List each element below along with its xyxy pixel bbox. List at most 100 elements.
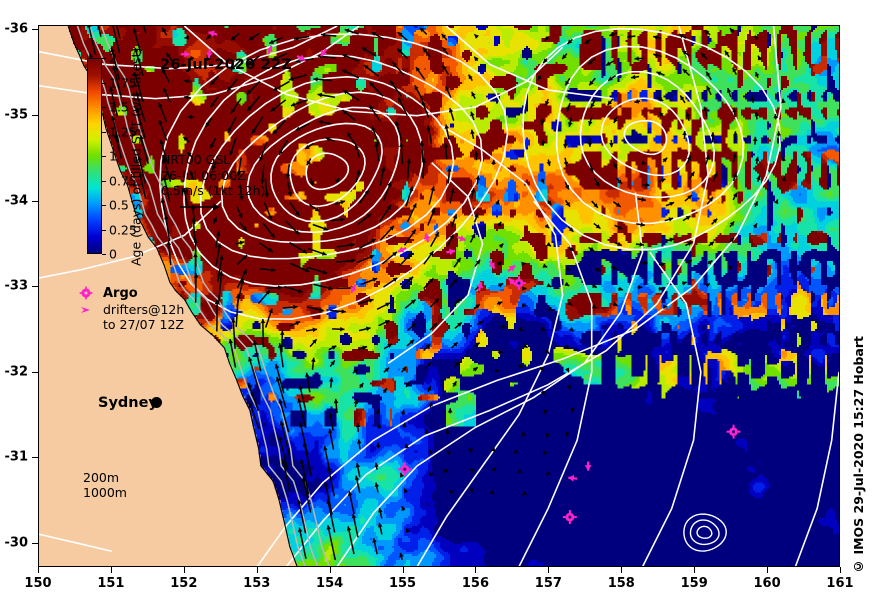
velocity-vector-head xyxy=(363,65,369,70)
x-axis-tick xyxy=(256,567,258,573)
velocity-vector-head xyxy=(781,156,786,162)
y-axis-label: -36 xyxy=(4,21,29,37)
velocity-vector-head xyxy=(387,181,392,187)
velocity-vector-head xyxy=(231,35,236,41)
velocity-vector-head xyxy=(318,119,323,125)
velocity-vector-head xyxy=(729,221,735,227)
ssh-contour xyxy=(387,162,484,365)
ssh-contour xyxy=(445,26,614,100)
velocity-vector-head xyxy=(752,223,757,229)
velocity-vector-head xyxy=(453,342,458,347)
velocity-vector-head xyxy=(564,184,569,190)
ssh-contour xyxy=(199,75,455,260)
drifter-arrow-head xyxy=(397,246,405,253)
ssh-contour xyxy=(689,519,720,546)
velocity-vector-head xyxy=(158,119,163,125)
ssh-contour xyxy=(39,200,222,279)
velocity-vector xyxy=(111,115,120,143)
velocity-vector-head xyxy=(540,120,545,126)
velocity-vector-head xyxy=(372,277,378,282)
velocity-vector-head xyxy=(353,399,359,404)
velocity-vector xyxy=(217,255,223,282)
velocity-vector-head xyxy=(386,205,392,210)
velocity-vector-head xyxy=(605,61,611,66)
sst-age-field-wrapper xyxy=(39,26,839,566)
map-plot-area[interactable]: 2 1.75 1.5 1.25 1 0.75 0.5 0.25 0 Age (days) of … xyxy=(38,25,840,567)
velocity-vector xyxy=(134,47,144,77)
velocity-vector-head xyxy=(321,251,327,256)
velocity-vector-head xyxy=(410,299,416,305)
velocity-vector-head xyxy=(277,343,283,348)
velocity-vector-head xyxy=(398,97,403,103)
velocity-vector-head xyxy=(355,463,361,468)
velocity-vector-head xyxy=(640,222,645,227)
velocity-vector-head xyxy=(311,357,316,363)
velocity-vector-head xyxy=(279,330,285,335)
x-axis-tick xyxy=(38,567,39,573)
velocity-vector-head xyxy=(726,88,732,93)
velocity-vector-head xyxy=(160,198,166,203)
x-axis-label: 157 xyxy=(534,576,562,591)
ssh-contour xyxy=(305,152,350,191)
velocity-vector-head xyxy=(270,232,275,238)
velocity-vector-head xyxy=(314,207,320,212)
velocity-vector-head xyxy=(424,428,429,434)
y-axis-tick xyxy=(32,200,38,202)
velocity-vector-head xyxy=(112,65,117,70)
velocity-vector-head xyxy=(419,141,425,146)
velocity-vector-head xyxy=(374,462,379,468)
velocity-vector-head xyxy=(279,421,285,426)
x-axis-tick xyxy=(548,567,550,573)
velocity-vector-head xyxy=(565,80,570,86)
velocity-vector-head xyxy=(517,363,523,368)
velocity-vector-head xyxy=(392,62,397,67)
velocity-vector xyxy=(135,91,146,122)
velocity-vector-head xyxy=(613,163,618,169)
velocity-vector-head xyxy=(301,477,307,483)
velocity-vector-head xyxy=(405,381,410,387)
velocity-vector-head xyxy=(88,53,94,58)
velocity-vector-head xyxy=(753,201,758,207)
x-axis-label: 160 xyxy=(753,576,781,591)
velocity-vector-head xyxy=(162,27,167,33)
velocity-vector-head xyxy=(309,180,314,186)
velocity-vector-head xyxy=(497,261,502,266)
colorbar-tick xyxy=(102,205,106,206)
velocity-vector-head xyxy=(135,91,140,97)
velocity-vector-head xyxy=(191,217,196,223)
city-label-sydney: Sydney xyxy=(98,395,158,411)
velocity-vector-head xyxy=(210,102,215,107)
velocity-vector-head xyxy=(732,107,737,113)
velocity-vector-head xyxy=(634,56,639,61)
velocity-vector-head xyxy=(455,298,461,304)
velocity-vector-head xyxy=(423,47,428,53)
velocity-vector-head xyxy=(471,91,476,97)
velocity-vector-head xyxy=(375,442,381,447)
velocity-vector-head xyxy=(546,242,552,247)
velocity-vector xyxy=(138,172,147,200)
velocity-vector-head xyxy=(333,398,339,404)
velocity-vector-head xyxy=(656,71,662,76)
velocity-vector-head xyxy=(754,111,759,117)
velocity-vector-head xyxy=(340,200,345,205)
velocity-vector-head xyxy=(450,188,455,194)
velocity-vector-head xyxy=(609,142,614,148)
velocity-vector-head xyxy=(685,216,691,221)
velocity-vector-head xyxy=(218,271,224,276)
velocity-vector-head xyxy=(231,318,236,323)
velocity-vector xyxy=(303,441,313,477)
velocity-vector-head xyxy=(246,89,252,95)
legend-argo-label: Argo xyxy=(103,286,138,301)
velocity-vector-head xyxy=(290,102,296,107)
velocity-vector-head xyxy=(205,122,210,128)
velocity-vector-head xyxy=(408,186,414,192)
velocity-vector-head xyxy=(474,213,479,219)
velocity-vector-head xyxy=(660,262,666,267)
velocity-vector-head xyxy=(567,301,573,306)
velocity-vector-head xyxy=(252,340,258,345)
velocity-vector-head xyxy=(158,102,163,108)
velocity-vector-head xyxy=(685,112,691,117)
velocity-vector-head xyxy=(366,213,372,219)
velocity-vector-head xyxy=(334,178,340,183)
velocity-vector-head xyxy=(591,304,597,309)
